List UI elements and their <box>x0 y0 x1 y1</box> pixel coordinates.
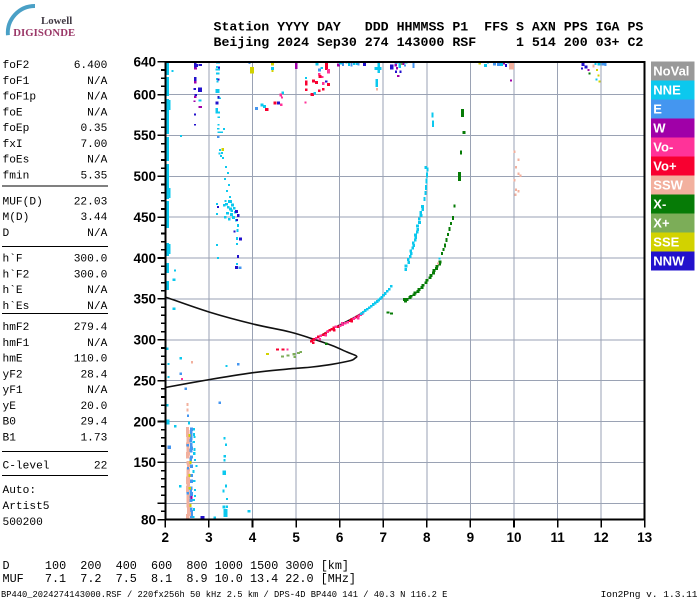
svg-text:h`E: h`E <box>3 284 23 297</box>
svg-text:h`F: h`F <box>3 253 23 266</box>
svg-text:500200: 500200 <box>3 517 44 529</box>
svg-text:hmF1: hmF1 <box>3 338 30 350</box>
svg-text:C-level: C-level <box>3 460 50 472</box>
svg-text:Artist5: Artist5 <box>3 501 50 513</box>
svg-text:28.4: 28.4 <box>80 369 107 381</box>
svg-text:X+: X+ <box>653 216 670 231</box>
svg-text:Station YYYY DAY DDD HHMMSS: Station YYYY DAY DDD HHMMSS P1 FFS S AXN… <box>214 19 644 34</box>
svg-text:20.0: 20.0 <box>80 401 107 413</box>
svg-text:N/A: N/A <box>87 385 107 397</box>
svg-text:300: 300 <box>133 333 156 348</box>
svg-text:600: 600 <box>133 87 156 102</box>
svg-text:N/A: N/A <box>87 228 107 240</box>
svg-text:300.0: 300.0 <box>74 269 108 281</box>
svg-text:foEp: foEp <box>3 123 30 135</box>
svg-text:MUF(D): MUF(D) <box>3 196 43 208</box>
svg-text:11: 11 <box>550 530 565 545</box>
svg-text:NoVal: NoVal <box>653 64 689 79</box>
svg-text:N/A: N/A <box>87 285 107 297</box>
svg-text:SSE: SSE <box>653 235 679 250</box>
svg-text:500: 500 <box>133 169 156 184</box>
svg-text:2: 2 <box>162 530 170 545</box>
svg-text:yF1: yF1 <box>3 385 23 397</box>
svg-text:N/A: N/A <box>87 301 107 313</box>
svg-text:7: 7 <box>379 530 387 545</box>
svg-text:8: 8 <box>423 530 431 545</box>
svg-text:MUF 7.1 7.2 7.5 8.1 8.9: MUF 7.1 7.2 7.5 8.1 8.9 10.0 13.4 22.0 [… <box>3 572 357 586</box>
svg-text:22: 22 <box>94 460 107 472</box>
svg-text:X-: X- <box>653 197 666 212</box>
svg-text:N/A: N/A <box>87 76 107 88</box>
svg-text:foF1: foF1 <box>3 76 30 88</box>
svg-text:640: 640 <box>133 55 156 70</box>
svg-text:200: 200 <box>133 414 156 429</box>
svg-text:Lowell: Lowell <box>41 15 72 27</box>
svg-text:B1: B1 <box>3 432 17 444</box>
svg-text:foF1p: foF1p <box>3 92 37 104</box>
svg-text:4: 4 <box>249 530 257 545</box>
svg-text:SSW: SSW <box>653 178 683 193</box>
svg-text:150: 150 <box>133 455 156 470</box>
svg-text:Vo-: Vo- <box>653 140 673 155</box>
svg-text:3: 3 <box>205 530 213 545</box>
svg-text:hmF2: hmF2 <box>3 322 30 334</box>
svg-text:3.44: 3.44 <box>80 212 107 224</box>
svg-text:N/A: N/A <box>87 92 107 104</box>
svg-text:fmin: fmin <box>3 170 30 182</box>
svg-text:B0: B0 <box>3 417 17 429</box>
svg-text:D 100 200 400 600 800: D 100 200 400 600 800 1000 1500 3000 [km… <box>3 559 350 573</box>
svg-text:NNW: NNW <box>653 254 685 269</box>
svg-text:450: 450 <box>133 210 156 225</box>
svg-text:350: 350 <box>133 292 156 307</box>
svg-text:NNE: NNE <box>653 83 681 98</box>
svg-text:5: 5 <box>292 530 300 545</box>
svg-text:foEs: foEs <box>3 155 30 167</box>
svg-text:D: D <box>3 228 10 240</box>
svg-text:6.400: 6.400 <box>74 60 108 72</box>
svg-text:N/A: N/A <box>87 338 107 350</box>
svg-text:250: 250 <box>133 373 156 388</box>
svg-text:279.4: 279.4 <box>74 322 108 334</box>
svg-text:h`F2: h`F2 <box>3 268 30 281</box>
svg-text:10: 10 <box>506 530 521 545</box>
svg-text:N/A: N/A <box>87 107 107 119</box>
svg-text:DIGISONDE: DIGISONDE <box>13 27 75 39</box>
svg-text:Beijing 2024 Sep30 274 143000: Beijing 2024 Sep30 274 143000 RSF 1 514 … <box>214 35 644 50</box>
svg-text:yE: yE <box>3 401 17 413</box>
svg-text:7.00: 7.00 <box>80 139 107 151</box>
svg-text:W: W <box>653 121 666 136</box>
svg-text:foE: foE <box>3 107 23 119</box>
svg-text:80: 80 <box>141 512 156 527</box>
svg-text:hmE: hmE <box>3 354 23 366</box>
svg-text:1.73: 1.73 <box>80 432 107 444</box>
svg-text:Auto:: Auto: <box>3 485 37 497</box>
svg-text:110.0: 110.0 <box>74 354 108 366</box>
svg-text:22.03: 22.03 <box>74 196 108 208</box>
svg-text:fxI: fxI <box>3 139 23 151</box>
svg-text:13: 13 <box>637 530 653 545</box>
svg-text:N/A: N/A <box>87 155 107 167</box>
svg-text:h`Es: h`Es <box>3 300 30 313</box>
svg-text:300.0: 300.0 <box>74 254 108 266</box>
svg-text:29.4: 29.4 <box>80 417 107 429</box>
svg-text:400: 400 <box>133 251 156 266</box>
svg-text:9: 9 <box>467 530 475 545</box>
svg-text:12: 12 <box>594 530 609 545</box>
svg-text:yF2: yF2 <box>3 369 23 381</box>
svg-text:E: E <box>653 102 662 117</box>
svg-text:M(D): M(D) <box>3 212 30 224</box>
svg-text:550: 550 <box>133 128 156 143</box>
svg-text:Vo+: Vo+ <box>653 159 677 174</box>
svg-text:0.35: 0.35 <box>80 123 107 135</box>
svg-text:5.35: 5.35 <box>80 170 107 182</box>
svg-text:6: 6 <box>336 530 344 545</box>
svg-text:foF2: foF2 <box>3 60 30 72</box>
svg-text:BP440_2024274143000.RSF / 220f: BP440_2024274143000.RSF / 220fx256h 50 k… <box>1 590 447 600</box>
svg-text:Ion2Png v. 1.3.11: Ion2Png v. 1.3.11 <box>601 589 698 600</box>
